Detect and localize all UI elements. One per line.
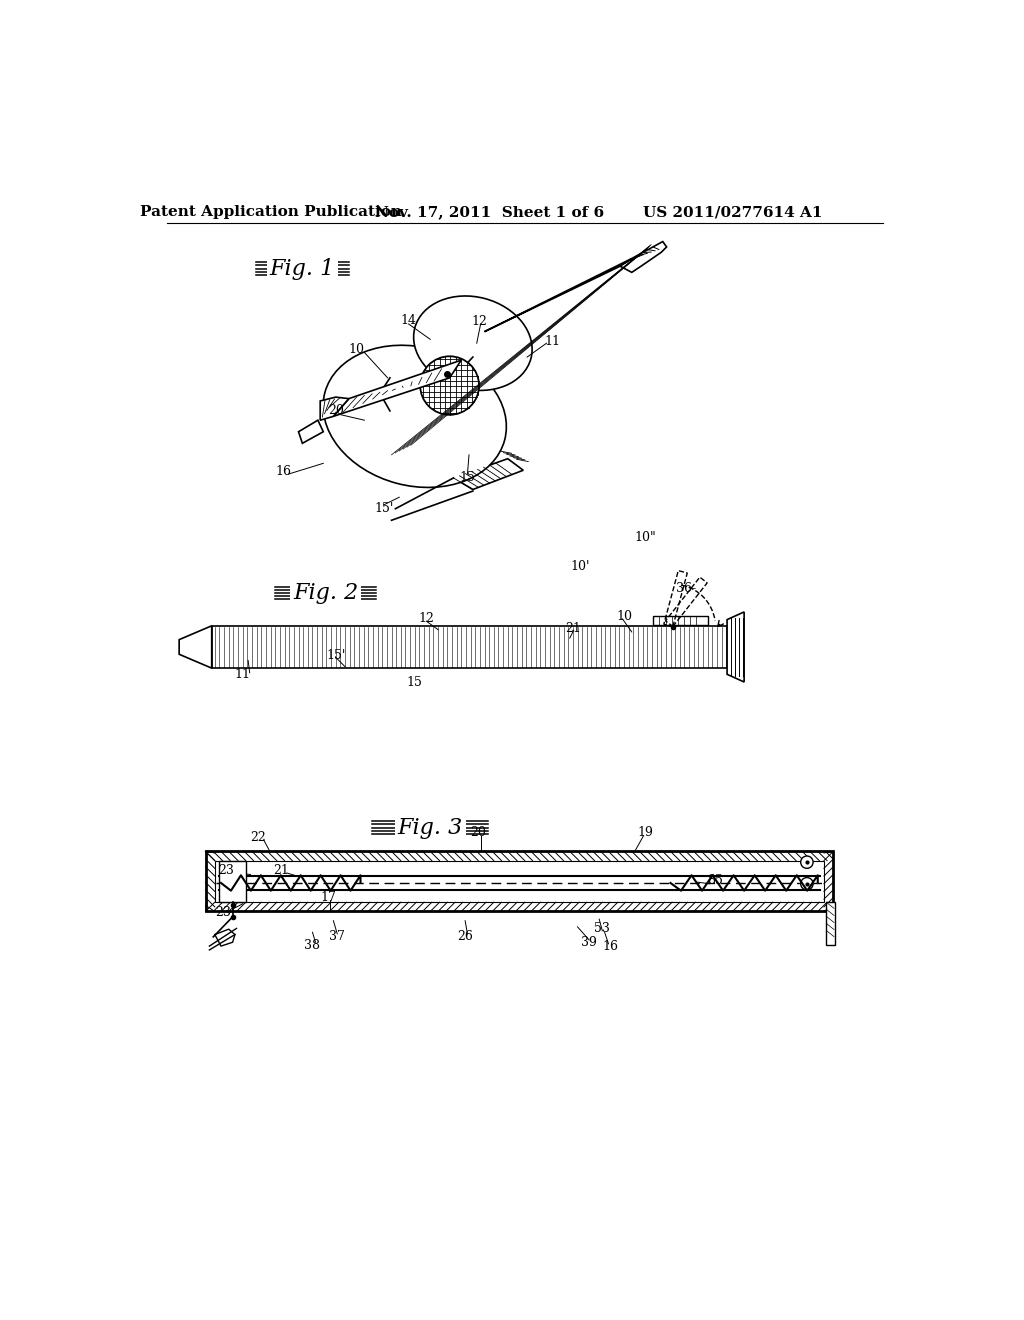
Text: 21: 21: [273, 865, 290, 878]
Text: 15': 15': [326, 648, 345, 661]
Text: 15: 15: [460, 471, 475, 484]
Text: Nov. 17, 2011  Sheet 1 of 6: Nov. 17, 2011 Sheet 1 of 6: [376, 206, 604, 219]
Text: 38: 38: [304, 939, 321, 952]
Polygon shape: [334, 360, 461, 416]
Bar: [219, 861, 246, 903]
Polygon shape: [727, 612, 744, 682]
Text: 53: 53: [594, 921, 610, 935]
Text: Fig. 2: Fig. 2: [293, 582, 358, 603]
Polygon shape: [621, 242, 667, 272]
Text: 10: 10: [348, 343, 365, 356]
Text: 20: 20: [470, 826, 486, 840]
Circle shape: [801, 855, 813, 869]
Text: Fig. 1: Fig. 1: [269, 257, 335, 280]
Text: 26: 26: [457, 929, 473, 942]
Text: 19: 19: [638, 826, 653, 840]
Text: 36-: 36-: [676, 582, 696, 594]
Text: 10': 10': [570, 560, 590, 573]
Text: US 2011/0277614 A1: US 2011/0277614 A1: [643, 206, 822, 219]
Text: 15': 15': [374, 502, 393, 515]
Text: 10: 10: [616, 610, 632, 623]
Bar: [215, 861, 824, 903]
Text: 16: 16: [602, 940, 618, 953]
Bar: [206, 851, 834, 911]
Bar: [825, 903, 835, 945]
Polygon shape: [454, 459, 523, 490]
Polygon shape: [299, 420, 324, 444]
Text: 17: 17: [321, 891, 336, 904]
Text: 12: 12: [471, 315, 487, 329]
Text: 14: 14: [400, 314, 417, 326]
Polygon shape: [484, 259, 632, 331]
Ellipse shape: [414, 296, 532, 391]
Text: 15: 15: [407, 676, 423, 689]
Text: 22: 22: [250, 832, 266, 843]
Text: 21: 21: [565, 622, 582, 635]
Ellipse shape: [324, 346, 507, 487]
Bar: [212, 626, 727, 668]
Text: 23': 23': [215, 907, 234, 920]
Text: 20: 20: [328, 404, 344, 417]
Text: Patent Application Publication: Patent Application Publication: [140, 206, 402, 219]
Text: 37: 37: [330, 929, 345, 942]
Text: 11: 11: [545, 335, 561, 348]
Text: 10": 10": [635, 531, 656, 544]
Text: Fig. 3: Fig. 3: [397, 817, 463, 838]
Text: 11: 11: [234, 668, 251, 681]
Text: 85: 85: [708, 874, 723, 887]
Polygon shape: [179, 626, 212, 668]
Circle shape: [801, 878, 813, 890]
Text: 16: 16: [275, 465, 291, 478]
Text: 39: 39: [582, 936, 597, 949]
Text: 23: 23: [218, 865, 234, 878]
Circle shape: [420, 356, 479, 414]
Bar: [653, 615, 708, 626]
Polygon shape: [321, 397, 349, 420]
Text: 12: 12: [419, 612, 434, 626]
